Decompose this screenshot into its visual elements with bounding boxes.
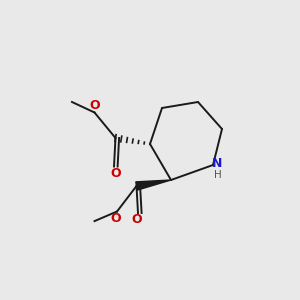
Text: O: O: [110, 167, 121, 180]
Polygon shape: [136, 180, 171, 190]
Text: O: O: [89, 99, 100, 112]
Text: O: O: [131, 213, 142, 226]
Text: O: O: [110, 212, 121, 225]
Text: N: N: [212, 157, 223, 170]
Text: H: H: [214, 169, 221, 180]
